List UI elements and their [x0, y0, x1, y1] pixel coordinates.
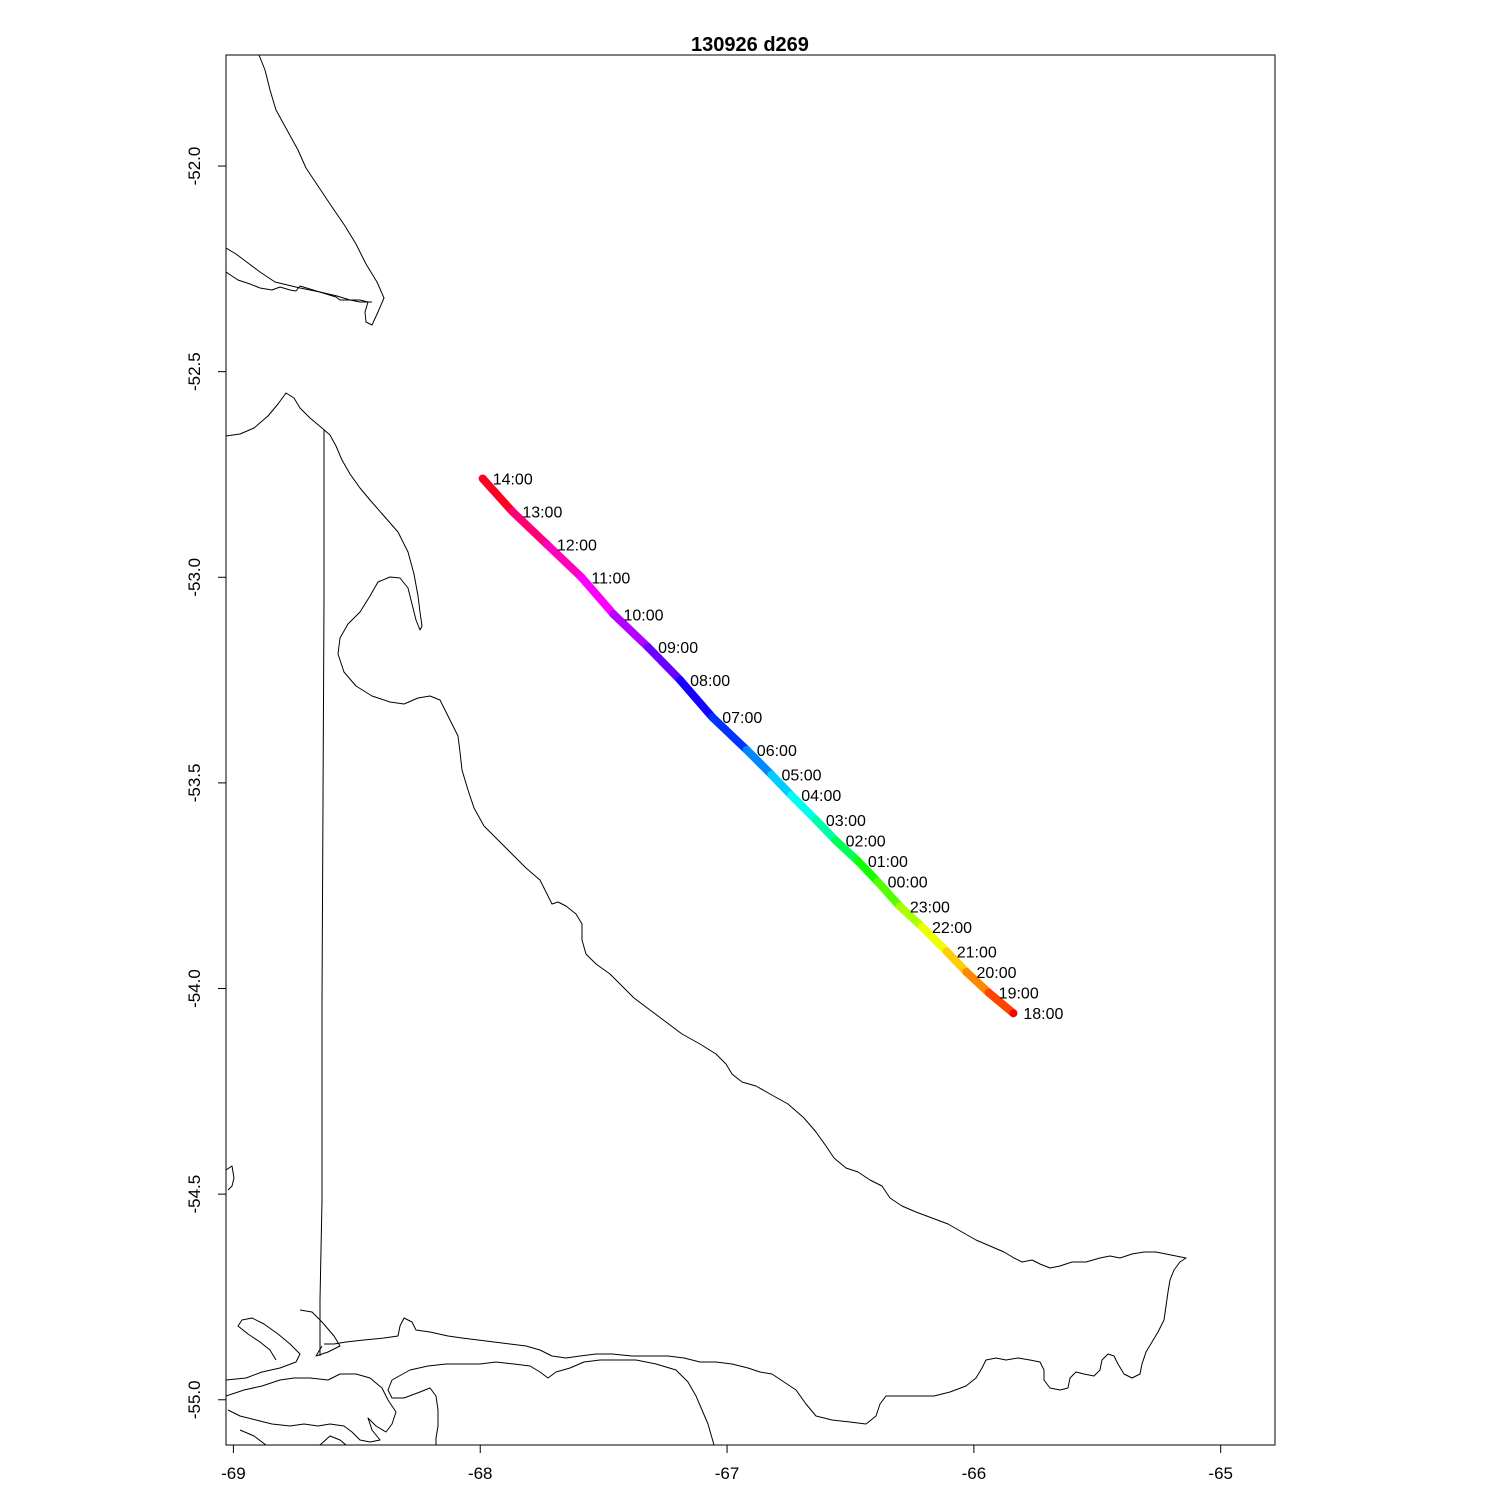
coastline-south-2 [299, 1309, 341, 1357]
coastline-mainland-north [226, 55, 385, 326]
x-axis: -69 -68 -67 -66 -65 [221, 1444, 1233, 1483]
track-segment [542, 540, 586, 582]
x-tick-label: -68 [468, 1464, 493, 1483]
coastline-south-1 [226, 1317, 301, 1381]
time-label: 01:00 [868, 854, 908, 871]
track-point [787, 791, 796, 800]
coastline-strait-north-shore [226, 247, 372, 303]
track-point [542, 540, 551, 549]
track-point [508, 507, 517, 516]
time-label: 13:00 [522, 504, 562, 521]
track-point [577, 573, 586, 582]
time-label: 04:00 [801, 788, 841, 805]
y-tick-label: -53.5 [185, 764, 204, 803]
y-tick-label: -54.5 [185, 1175, 204, 1214]
track-segment [853, 857, 882, 886]
coastline-south-8 [319, 1435, 347, 1445]
time-label: 07:00 [722, 710, 762, 727]
track-segment [787, 791, 820, 824]
y-tick-label: -53.0 [185, 558, 204, 597]
track-point [676, 676, 685, 685]
coastline-south-6 [226, 1165, 235, 1191]
time-label: 05:00 [781, 768, 821, 785]
track-point [811, 815, 820, 824]
time-label-layer: 14:00 13:00 12:00 11:00 10:00 09:00 08:00 07:00… [493, 472, 1064, 1024]
x-tick-label: -69 [221, 1464, 246, 1483]
track-segment [831, 836, 862, 866]
time-label: 09:00 [658, 640, 698, 657]
track-point [918, 922, 927, 931]
time-label: 14:00 [493, 472, 533, 489]
y-tick-label: -54.0 [185, 969, 204, 1008]
track-segment [767, 770, 796, 800]
track-segment [478, 474, 517, 516]
time-label: 21:00 [957, 945, 997, 962]
track-segment [942, 947, 971, 977]
time-label: 19:00 [999, 986, 1039, 1003]
track-segment [644, 643, 685, 685]
track-segment [984, 988, 1018, 1018]
time-label: 23:00 [910, 899, 950, 916]
time-label: 22:00 [932, 920, 972, 937]
track-segment [918, 922, 951, 956]
track-point [767, 770, 776, 779]
track-point [831, 836, 840, 845]
coastline-tierra-del-fuego-north [226, 392, 1187, 1425]
track-point [853, 857, 862, 866]
border-line [319, 430, 325, 1356]
track-point [708, 713, 717, 722]
track-segment [609, 610, 653, 652]
coastline-south-3 [226, 1373, 397, 1443]
track-point [1009, 1009, 1018, 1018]
time-label: 08:00 [690, 673, 730, 690]
coastline-south-7 [239, 1429, 267, 1445]
track-point [962, 968, 971, 977]
track-segment [895, 902, 927, 931]
track-point [873, 877, 882, 886]
time-label: 00:00 [888, 875, 928, 892]
coastline-south-4 [391, 1359, 715, 1445]
time-label: 20:00 [976, 965, 1016, 982]
time-label: 02:00 [846, 833, 886, 850]
coastline-south-5 [387, 1379, 439, 1445]
x-tick-label: -65 [1208, 1464, 1233, 1483]
time-label: 06:00 [757, 743, 797, 760]
track-point [742, 746, 751, 754]
y-axis: -52.0 -52.5 -53.0 -53.5 -54.0 -54.5 -55.0 [185, 147, 227, 1419]
x-tick-label: -66 [962, 1464, 987, 1483]
time-label: 10:00 [624, 607, 664, 624]
time-label: 12:00 [557, 537, 597, 554]
track-segment [676, 676, 717, 722]
track-segment [811, 815, 840, 845]
track-segment [742, 746, 776, 779]
time-label: 18:00 [1023, 1006, 1063, 1023]
track-point [984, 988, 993, 997]
track-segment [508, 507, 551, 549]
track-segment [577, 573, 618, 619]
map-title: 130926 d269 [691, 34, 809, 56]
coastline-layer [226, 55, 1187, 1445]
track-segment [708, 713, 751, 754]
y-tick-label: -55.0 [185, 1380, 204, 1419]
track-point [478, 474, 487, 483]
y-tick-label: -52.0 [185, 147, 204, 186]
track-segment [873, 877, 904, 911]
track-layer [478, 474, 1018, 1018]
time-label: 03:00 [826, 813, 866, 830]
track-segment [962, 968, 993, 997]
track-point [644, 643, 653, 652]
time-label: 11:00 [591, 570, 630, 587]
x-tick-label: -67 [715, 1464, 740, 1483]
track-point [895, 902, 904, 911]
track-point [942, 947, 951, 956]
y-tick-label: -52.5 [185, 352, 204, 391]
track-point [609, 610, 618, 619]
